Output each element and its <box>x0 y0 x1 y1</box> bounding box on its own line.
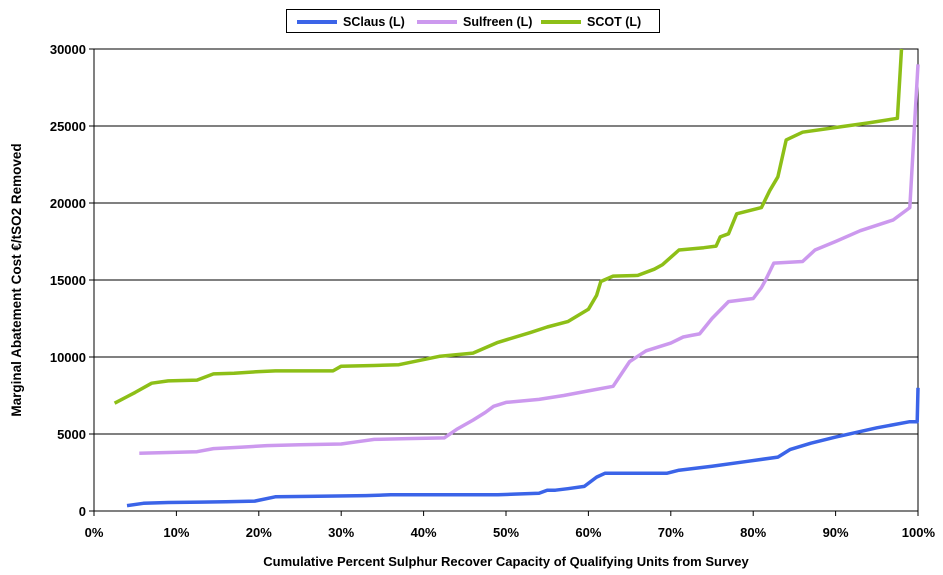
x-tick-label: 30% <box>328 525 354 540</box>
y-tick-label: 30000 <box>50 42 86 57</box>
legend-item-sclaus: SClaus (L) <box>297 13 405 31</box>
y-axis-label: Marginal Abatement Cost €/tSO2 Removed <box>9 143 24 416</box>
legend-label-scot: SCOT (L) <box>587 15 642 29</box>
x-axis-label: Cumulative Percent Sulphur Recover Capac… <box>263 554 749 569</box>
x-tick-label: 90% <box>823 525 849 540</box>
legend-swatch-sulfreen <box>417 20 457 24</box>
legend-item-scot: SCOT (L) <box>541 13 641 31</box>
x-tick-label: 10% <box>163 525 189 540</box>
y-axis-ticks: 0 5000 10000 15000 20000 25000 30000 <box>50 42 94 519</box>
y-tick-label: 25000 <box>50 119 86 134</box>
y-tick-label: 20000 <box>50 196 86 211</box>
x-tick-label: 100% <box>902 525 936 540</box>
grid-lines <box>94 48 918 512</box>
x-axis-ticks: 0% 10% 20% 30% 40% 50% 60% 70% 80% 90% 100% <box>85 511 936 540</box>
x-tick-label: 50% <box>493 525 519 540</box>
series-lines <box>113 48 920 508</box>
series-line-sulfreen <box>139 64 920 456</box>
y-tick-label: 10000 <box>50 350 86 365</box>
series-line-sclaus <box>126 387 920 508</box>
legend-swatch-sclaus <box>297 20 337 24</box>
x-tick-label: 0% <box>85 525 104 540</box>
legend-item-sulfreen: Sulfreen (L) <box>417 13 532 31</box>
legend-label-sulfreen: Sulfreen (L) <box>463 15 533 29</box>
x-tick-label: 20% <box>246 525 272 540</box>
x-tick-label: 70% <box>658 525 684 540</box>
legend-swatch-scot <box>541 20 581 24</box>
legend: SClaus (L) Sulfreen (L) SCOT (L) <box>286 9 660 33</box>
y-tick-label: 15000 <box>50 273 86 288</box>
x-tick-label: 60% <box>575 525 601 540</box>
y-tick-label: 0 <box>79 504 86 519</box>
y-tick-label: 5000 <box>57 427 86 442</box>
series-line-scot <box>113 48 904 405</box>
x-tick-label: 80% <box>740 525 766 540</box>
legend-label-sclaus: SClaus (L) <box>343 15 405 29</box>
x-tick-label: 40% <box>411 525 437 540</box>
